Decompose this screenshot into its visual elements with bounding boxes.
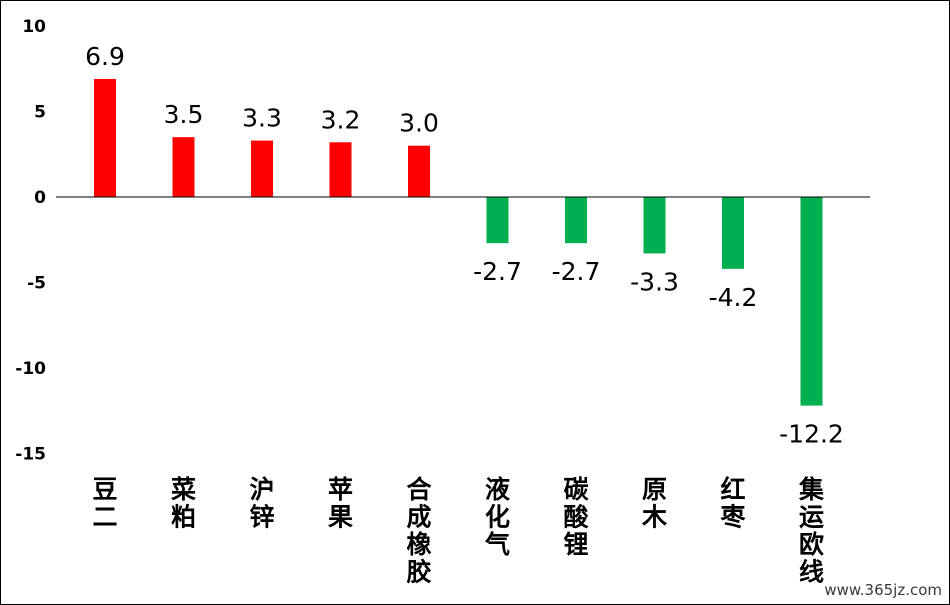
bar xyxy=(329,142,352,197)
category-label: 豆二 xyxy=(92,475,117,532)
bar xyxy=(408,145,430,197)
category-label: 沪锌 xyxy=(249,475,274,532)
bar xyxy=(94,79,116,197)
data-label: -2.7 xyxy=(552,257,601,286)
y-tick-label: 5 xyxy=(34,103,46,123)
y-tick-label: -5 xyxy=(27,274,46,294)
bars xyxy=(94,79,823,406)
category-label: 碳酸锂 xyxy=(563,475,589,559)
bar xyxy=(800,197,823,406)
category-label: 合成橡胶 xyxy=(406,475,432,587)
bar xyxy=(722,197,744,269)
category-label: 菜粕 xyxy=(170,475,196,532)
data-label: 3.0 xyxy=(399,109,439,138)
data-label: 3.5 xyxy=(164,100,204,129)
data-label: -12.2 xyxy=(779,420,844,449)
category-label: 红枣 xyxy=(719,475,746,532)
y-tick-label: -15 xyxy=(15,445,46,465)
bar xyxy=(172,137,195,197)
category-label: 集运欧线 xyxy=(798,475,825,587)
y-tick-label: -10 xyxy=(15,359,46,379)
watermark: www.365jz.com xyxy=(824,581,942,599)
bar xyxy=(565,197,587,244)
category-label: 液化气 xyxy=(484,475,510,559)
y-axis-ticks: 10 5 0 -5 -10 -15 xyxy=(15,17,46,465)
data-labels: 6.9 3.5 3.3 3.2 3.0 -2.7 -2.7 -3.3 -4.2 -12.2 xyxy=(85,42,844,449)
category-label: 原木 xyxy=(641,475,667,532)
bar xyxy=(251,140,273,197)
data-label: -3.3 xyxy=(630,267,679,296)
data-label: 3.2 xyxy=(321,105,361,134)
data-label: -4.2 xyxy=(709,283,758,312)
data-label: -2.7 xyxy=(473,257,522,286)
y-tick-label: 10 xyxy=(22,17,46,37)
bar xyxy=(643,197,666,254)
category-label: 苹果 xyxy=(328,475,353,532)
data-label: 3.3 xyxy=(242,104,282,133)
data-label: 6.9 xyxy=(85,42,125,71)
y-tick-label: 0 xyxy=(34,188,46,208)
bar xyxy=(486,197,509,244)
